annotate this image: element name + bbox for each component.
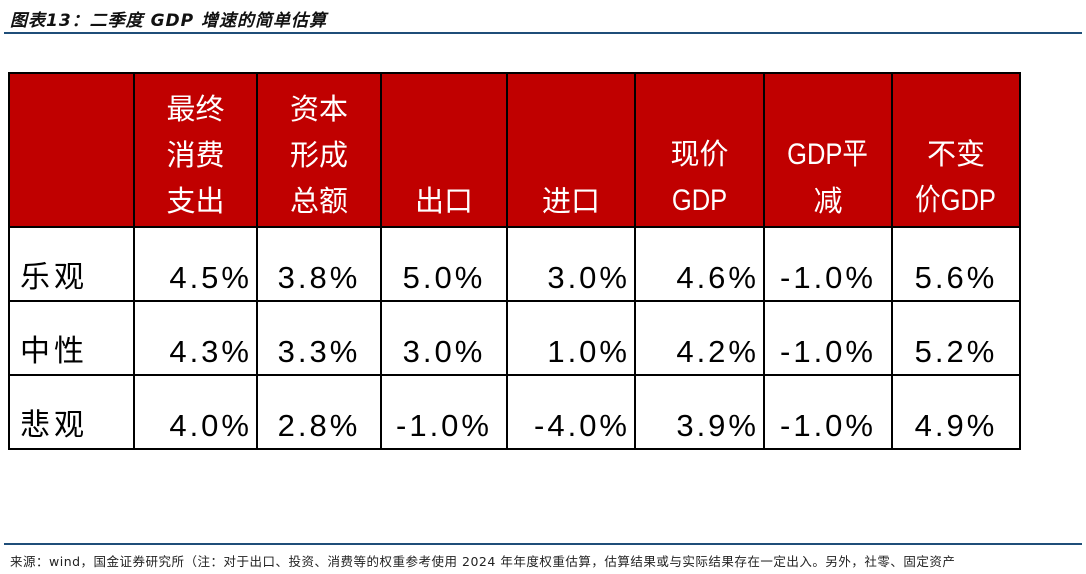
header-line: 形成 (289, 138, 348, 172)
cell-capital-formation: 3.8% (256, 226, 382, 302)
cell-imports: 3.0% (506, 226, 636, 302)
scenario-label: 中性 (8, 300, 135, 376)
cell-real-gdp: 4.9% (891, 374, 1021, 450)
cell-real-gdp: 5.2% (891, 300, 1021, 376)
cell-gdp-deflator: -1.0% (763, 226, 893, 302)
header-line: 进口 (541, 184, 600, 218)
cell-real-gdp: 5.6% (891, 226, 1021, 302)
cell-imports: 1.0% (506, 300, 636, 376)
source-note: 来源：wind，国金证券研究所（注：对于出口、投资、消费等的权重参考使用 202… (10, 554, 956, 569)
source-divider (4, 543, 1082, 545)
header-scenario (8, 72, 135, 228)
table-row-neutral: 中性 4.3% 3.3% 3.0% 1.0% 4.2% -1.0% 5.2% (8, 300, 1021, 376)
header-line: 资本 (289, 92, 348, 126)
header-imports: 进口 (506, 72, 636, 228)
gdp-estimate-table: 最终 消费 支出 资本 形成 总额 出口 进口 现价 GDP GDP平 减 (8, 72, 1021, 450)
header-line: GDP平 (787, 138, 869, 171)
table-row-pessimistic: 悲观 4.0% 2.8% -1.0% -4.0% 3.9% -1.0% 4.9% (8, 374, 1021, 450)
cell-exports: 3.0% (380, 300, 508, 376)
cell-final-consumption: 4.5% (133, 226, 258, 302)
cell-imports: -4.0% (506, 374, 636, 450)
header-line: 出口 (414, 184, 473, 218)
scenario-label: 乐观 (8, 226, 135, 302)
header-nominal-gdp: 现价 GDP (634, 72, 765, 228)
table-row-optimistic: 乐观 4.5% 3.8% 5.0% 3.0% 4.6% -1.0% 5.6% (8, 226, 1021, 302)
header-line: GDP (671, 184, 728, 217)
header-exports: 出口 (380, 72, 508, 228)
cell-nominal-gdp: 4.6% (634, 226, 765, 302)
header-line: 最终 (166, 92, 225, 126)
cell-gdp-deflator: -1.0% (763, 374, 893, 450)
header-line: 消费 (166, 138, 225, 172)
title-divider (4, 32, 1082, 34)
scenario-label: 悲观 (8, 374, 135, 450)
cell-exports: 5.0% (380, 226, 508, 302)
header-final-consumption: 最终 消费 支出 (133, 72, 258, 228)
figure-title: 图表13：二季度 GDP 增速的简单估算 (10, 11, 328, 31)
cell-final-consumption: 4.3% (133, 300, 258, 376)
cell-capital-formation: 2.8% (256, 374, 382, 450)
header-line: 总额 (289, 184, 348, 218)
header-line: 现价 (670, 137, 729, 171)
cell-nominal-gdp: 4.2% (634, 300, 765, 376)
header-real-gdp: 不变 价GDP (891, 72, 1021, 228)
header-capital-formation: 资本 形成 总额 (256, 72, 382, 228)
header-line: 减 (813, 184, 843, 218)
header-gdp-deflator: GDP平 减 (763, 72, 893, 228)
header-row: 最终 消费 支出 资本 形成 总额 出口 进口 现价 GDP GDP平 减 (8, 72, 1021, 228)
cell-final-consumption: 4.0% (133, 374, 258, 450)
cell-gdp-deflator: -1.0% (763, 300, 893, 376)
header-line: 不变 (926, 137, 985, 171)
cell-capital-formation: 3.3% (256, 300, 382, 376)
header-line: 支出 (166, 184, 225, 218)
cell-nominal-gdp: 3.9% (634, 374, 765, 450)
cell-exports: -1.0% (380, 374, 508, 450)
header-line: 价GDP (915, 184, 997, 217)
